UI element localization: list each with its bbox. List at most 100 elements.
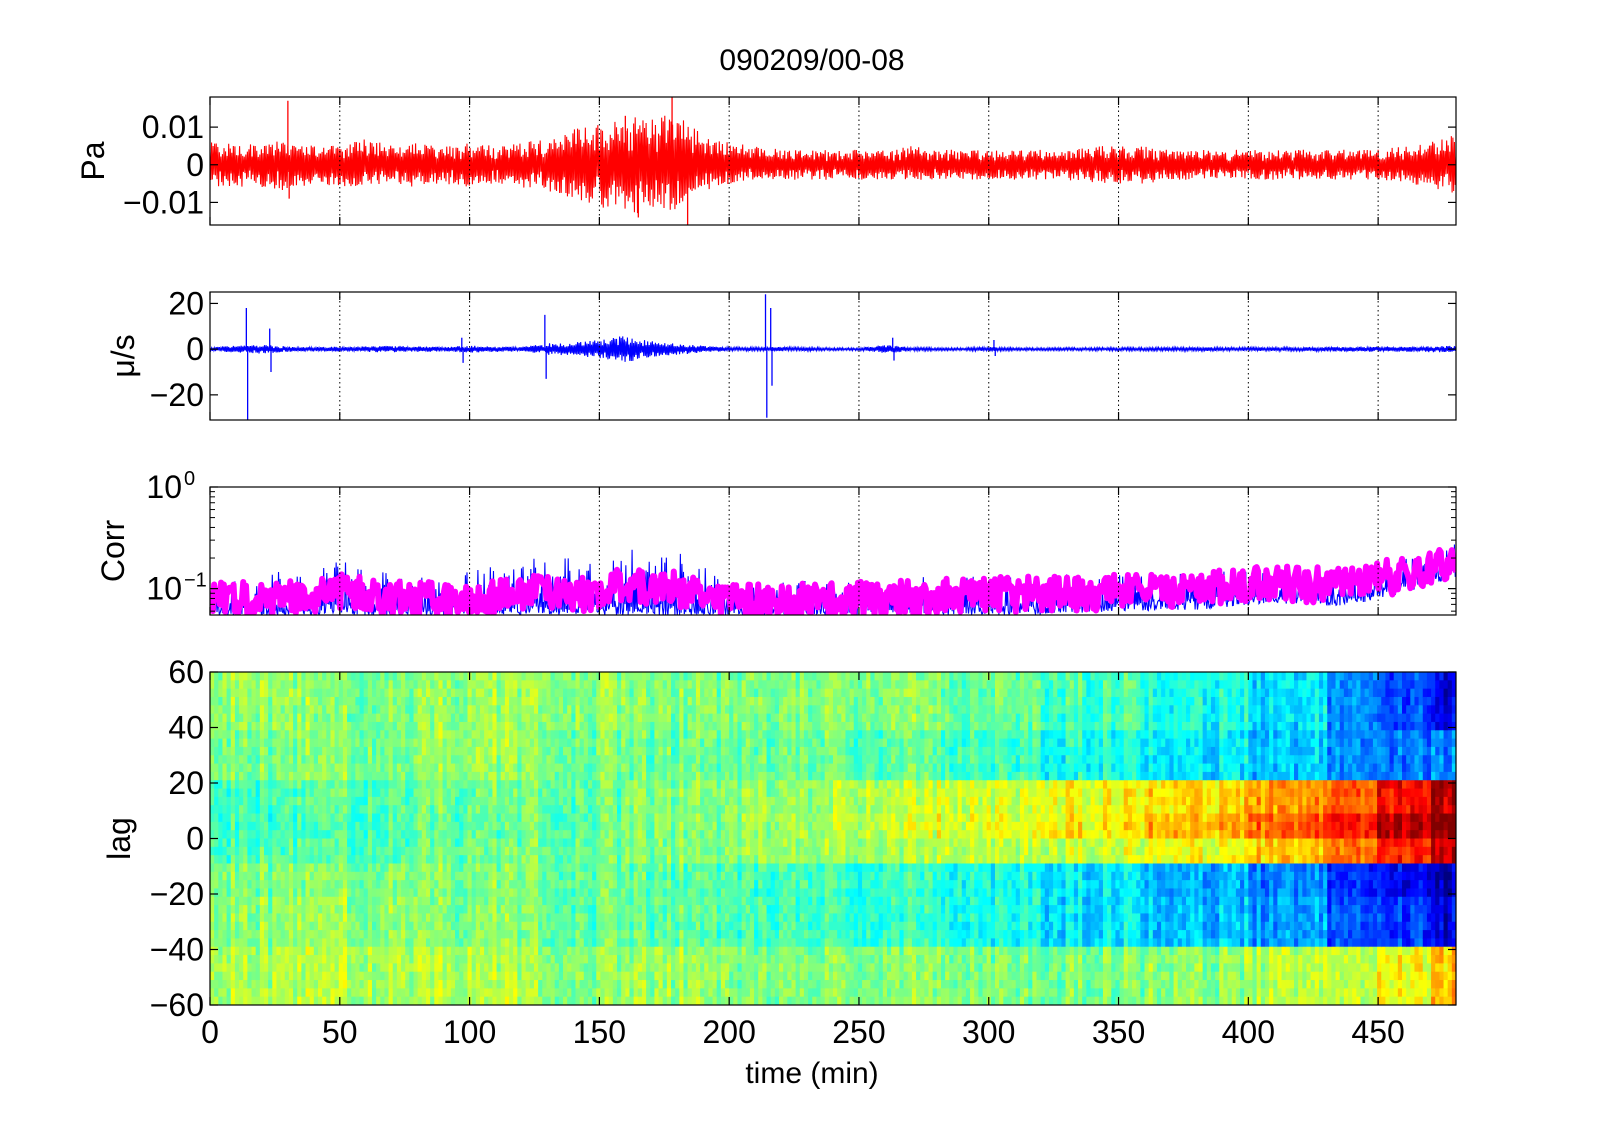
heatmap-cell [367, 996, 373, 1005]
heatmap-cell [438, 705, 444, 715]
heatmap-cell [700, 696, 705, 706]
heatmap-cell [409, 863, 415, 873]
heatmap-cell [529, 905, 535, 915]
heatmap-cell [521, 838, 527, 848]
heatmap-cell [243, 796, 248, 806]
heatmap-cell [392, 896, 398, 906]
heatmap-cell [276, 921, 282, 931]
heatmap-cell [658, 780, 664, 790]
heatmap-cell [521, 830, 527, 840]
heatmap-cell [679, 846, 685, 856]
heatmap-cell [243, 830, 248, 840]
heatmap-cell [488, 763, 494, 773]
heatmap-cell [218, 755, 224, 765]
heatmap-cell [500, 855, 506, 865]
heatmap-cell [322, 713, 327, 723]
heatmap-cell [463, 805, 469, 815]
heatmap-cell [309, 672, 315, 681]
heatmap-cell [450, 672, 456, 681]
heatmap-cell [359, 713, 365, 723]
heatmap-cell [434, 955, 440, 964]
heatmap-cell [583, 821, 589, 831]
heatmap-cell [546, 721, 552, 731]
heatmap-cell [479, 913, 485, 923]
heatmap-cell [704, 688, 709, 698]
heatmap-cell [691, 796, 697, 806]
heatmap-cell [297, 863, 302, 873]
heatmap-cell [317, 746, 323, 756]
heatmap-cell [351, 805, 356, 815]
heatmap-cell [492, 896, 498, 906]
heatmap-cell [226, 838, 232, 848]
heatmap-cell [525, 888, 531, 898]
heatmap-cell [334, 746, 340, 756]
heatmap-cell [463, 730, 469, 740]
heatmap-cell [662, 946, 668, 956]
heatmap-cell [542, 805, 548, 815]
heatmap-cell [330, 705, 336, 715]
heatmap-cell [662, 738, 668, 748]
heatmap-cell [484, 713, 489, 723]
heatmap-cell [575, 780, 581, 790]
heatmap-cell [430, 921, 435, 931]
heatmap-cell [288, 888, 294, 898]
heatmap-cell [675, 921, 680, 931]
heatmap-cell [538, 805, 543, 815]
heatmap-cell [463, 788, 469, 798]
heatmap-cell [363, 696, 369, 706]
heatmap-cell [517, 896, 523, 906]
heatmap-cell [650, 930, 655, 939]
heatmap-cell [367, 955, 373, 964]
heatmap-cell [425, 938, 431, 948]
heatmap-cell [575, 955, 581, 964]
heatmap-cell [575, 688, 581, 698]
heatmap-cell [504, 946, 510, 956]
heatmap-cell [554, 930, 560, 939]
heatmap-cell [367, 938, 373, 948]
heatmap-cell [288, 913, 294, 923]
heatmap-cell [301, 955, 307, 964]
heatmap-cell [243, 755, 248, 765]
heatmap-cell [239, 955, 244, 964]
heatmap-cell [214, 863, 219, 873]
heatmap-cell [687, 955, 693, 964]
heatmap-cell [592, 688, 597, 698]
heatmap-cell [247, 696, 253, 706]
heatmap-cell [243, 880, 248, 890]
heatmap-cell [251, 946, 257, 956]
heatmap-cell [471, 855, 477, 865]
heatmap-cell [243, 921, 248, 931]
heatmap-cell [263, 871, 269, 881]
heatmap-cell [459, 680, 464, 690]
heatmap-cell [313, 880, 319, 890]
heatmap-cell [521, 846, 527, 856]
heatmap-cell [247, 680, 253, 690]
heatmap-cell [671, 771, 676, 781]
heatmap-cell [405, 805, 410, 815]
heatmap-cell [247, 813, 253, 823]
heatmap-cell [633, 780, 639, 790]
heatmap-cell [633, 871, 639, 881]
heatmap-cell [500, 846, 506, 856]
heatmap-cell [492, 705, 498, 715]
heatmap-cell [525, 855, 531, 865]
heatmap-cell [239, 896, 244, 906]
heatmap-cell [583, 721, 589, 731]
heatmap-cell [488, 813, 494, 823]
heatmap-cell [517, 788, 523, 798]
heatmap-cell [629, 721, 635, 731]
heatmap-cell [658, 796, 664, 806]
heatmap-cell [496, 780, 502, 790]
heatmap-cell [288, 738, 294, 748]
heatmap-cell [222, 863, 228, 873]
heatmap-cell [596, 946, 602, 956]
heatmap-cell [542, 688, 548, 698]
heatmap-cell [442, 996, 448, 1005]
heatmap-cell [612, 838, 618, 848]
heatmap-cell [558, 905, 564, 915]
heatmap-cell [604, 871, 610, 881]
heatmap-cell [446, 680, 452, 690]
heatmap-cell [646, 713, 651, 723]
heatmap-cell [463, 838, 469, 848]
heatmap-cell [226, 680, 232, 690]
